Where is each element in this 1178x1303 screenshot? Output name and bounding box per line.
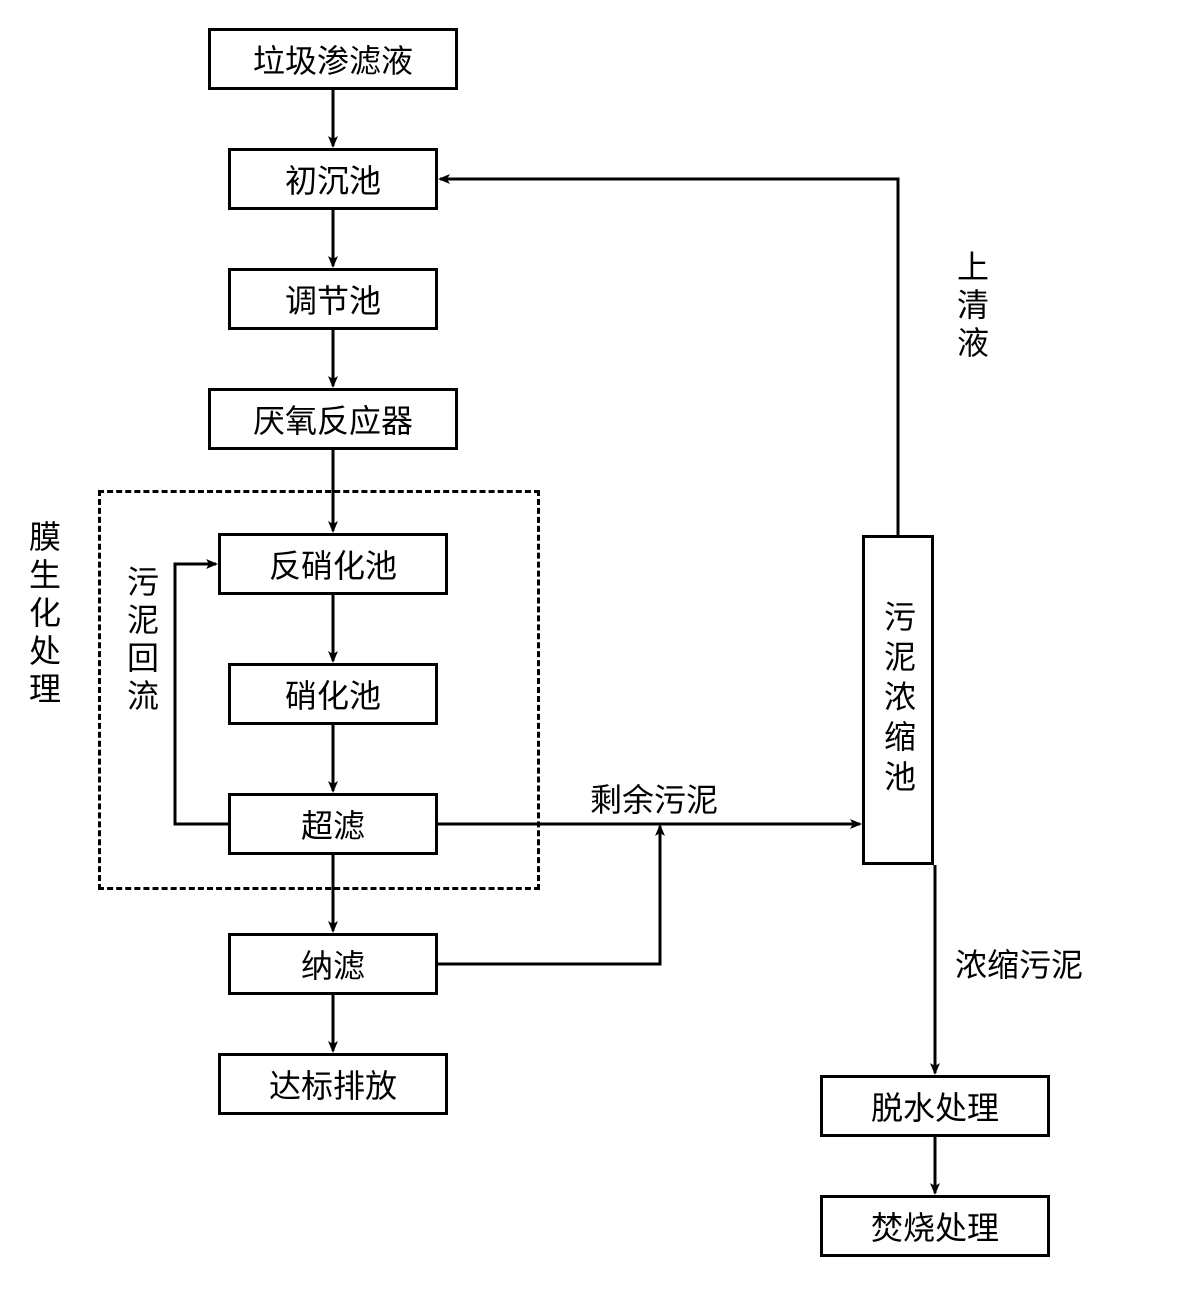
node-discharge: 达标排放 [218,1053,448,1115]
node-anaerobic: 厌氧反应器 [208,388,458,450]
node-label: 初沉池 [285,156,381,202]
label-text: 剩余污泥 [590,782,718,818]
node-leachate: 垃圾渗滤液 [208,28,458,90]
node-label: 污泥浓缩池 [875,600,921,800]
node-denitrification: 反硝化池 [218,533,448,595]
label-sludge-return: 污泥回流 [118,565,164,717]
node-primary-sed: 初沉池 [228,148,438,210]
label-text: 上清液 [953,250,989,364]
label-mbr: 膜生化处理 [20,520,66,710]
label-text: 膜生化处理 [25,520,61,710]
node-label: 厌氧反应器 [253,396,413,442]
node-label: 焚烧处理 [871,1203,999,1249]
node-ultrafiltration: 超滤 [228,793,438,855]
node-label: 纳滤 [301,941,365,987]
label-thick-sludge: 浓缩污泥 [955,940,1083,986]
node-label: 反硝化池 [269,541,397,587]
node-label: 脱水处理 [871,1083,999,1129]
node-label: 达标排放 [269,1061,397,1107]
node-sludge-thickening: 污泥浓缩池 [862,535,934,865]
label-text: 浓缩污泥 [955,947,1083,983]
node-label: 硝化池 [285,671,381,717]
node-incineration: 焚烧处理 [820,1195,1050,1257]
label-supernatant: 上清液 [948,250,994,364]
node-label: 垃圾渗滤液 [253,36,413,82]
node-dewatering: 脱水处理 [820,1075,1050,1137]
node-nanofiltration: 纳滤 [228,933,438,995]
node-label: 超滤 [301,801,365,847]
label-text: 污泥回流 [123,565,159,717]
label-excess-sludge: 剩余污泥 [590,775,718,821]
node-equalization: 调节池 [228,268,438,330]
node-nitrification: 硝化池 [228,663,438,725]
node-label: 调节池 [285,276,381,322]
